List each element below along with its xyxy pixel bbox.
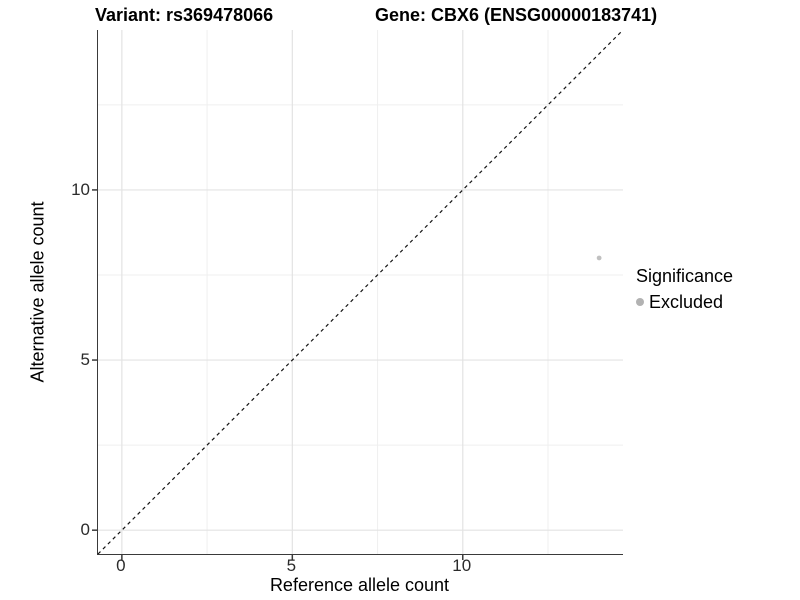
legend-key-dot-icon <box>636 298 644 306</box>
identity-dashed-line <box>97 29 624 555</box>
y-axis-title: Alternative allele count <box>27 201 48 383</box>
y-tick-label: 10 <box>71 179 90 199</box>
x-tick-label: 5 <box>286 556 297 575</box>
x-tick-label: 0 <box>116 556 126 575</box>
legend: Significance Excluded <box>636 266 733 313</box>
y-tick-label: 0 <box>80 520 90 540</box>
legend-title: Significance <box>636 266 734 286</box>
plot-title-variant: Variant: rs369478066 <box>95 5 274 25</box>
legend-entry-label: Excluded <box>649 291 724 312</box>
data-point <box>596 255 602 261</box>
plot-svg <box>92 29 624 560</box>
x-axis-title: Reference allele count <box>269 575 450 595</box>
legend-entries: Excluded <box>636 291 733 313</box>
plot-panel <box>92 29 624 560</box>
legend-entry: Excluded <box>636 291 733 313</box>
y-tick-label: 5 <box>80 350 90 370</box>
plot-title-gene: Gene: CBX6 (ENSG00000183741) <box>375 5 658 25</box>
x-tick-label: 10 <box>452 556 472 575</box>
